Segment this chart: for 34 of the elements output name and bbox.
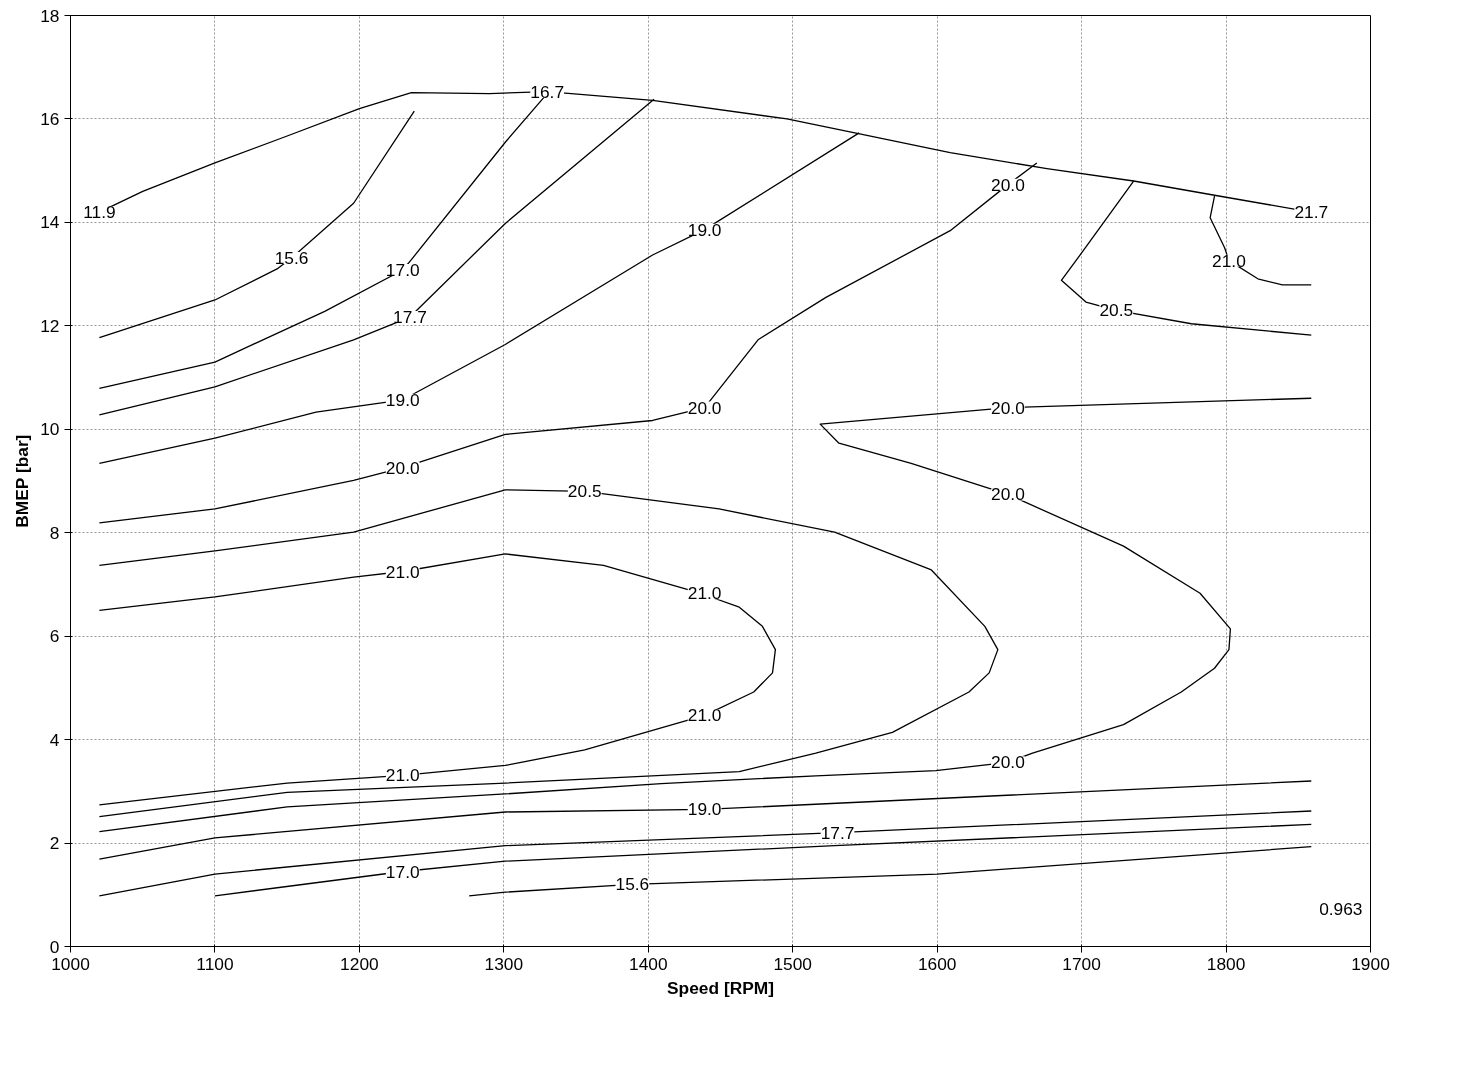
annotation: 20.0 [385,457,420,478]
x-tick-label: 1500 [773,953,813,974]
y-tick-label: 4 [49,729,60,750]
annotation: 21.0 [385,765,420,786]
annotation: 20.0 [687,397,722,418]
y-tick-label: 12 [40,315,60,336]
x-tick-label: 1900 [1351,953,1390,974]
annotation: 11.9 [83,202,116,223]
x-tick-label: 1300 [484,953,524,974]
y-tick-label: 18 [40,5,60,26]
annotation: 20.0 [991,397,1025,418]
annotation: 21.7 [1294,202,1329,223]
annotation: 20.0 [991,174,1025,195]
x-tick-label: 1400 [629,953,668,974]
x-tick-label: 1700 [1062,953,1101,974]
annotation: 21.0 [687,705,722,726]
annotation: 21.0 [385,561,420,582]
x-tick-label: 1600 [917,953,957,974]
y-tick-label: 8 [49,522,60,543]
y-tick-label: 10 [40,419,60,440]
y-tick-label: 14 [40,212,60,233]
x-axis-title: Speed [RPM] [667,977,774,998]
annotation: 20.0 [991,752,1025,773]
y-axis-title: BMEP [bar] [12,434,33,528]
y-tick-label: 6 [49,626,60,647]
x-tick-label: 1200 [340,953,379,974]
y-tick-label: 16 [40,108,60,129]
annotation: 20.0 [991,484,1025,505]
y-tick-label: 2 [49,833,60,854]
annotation: 21.0 [687,583,722,604]
x-tick-label: 1800 [1206,953,1246,974]
x-tick-label: 1100 [196,953,234,974]
annotation: 16.7 [530,81,565,102]
annotation: 0.963 [1319,898,1363,919]
